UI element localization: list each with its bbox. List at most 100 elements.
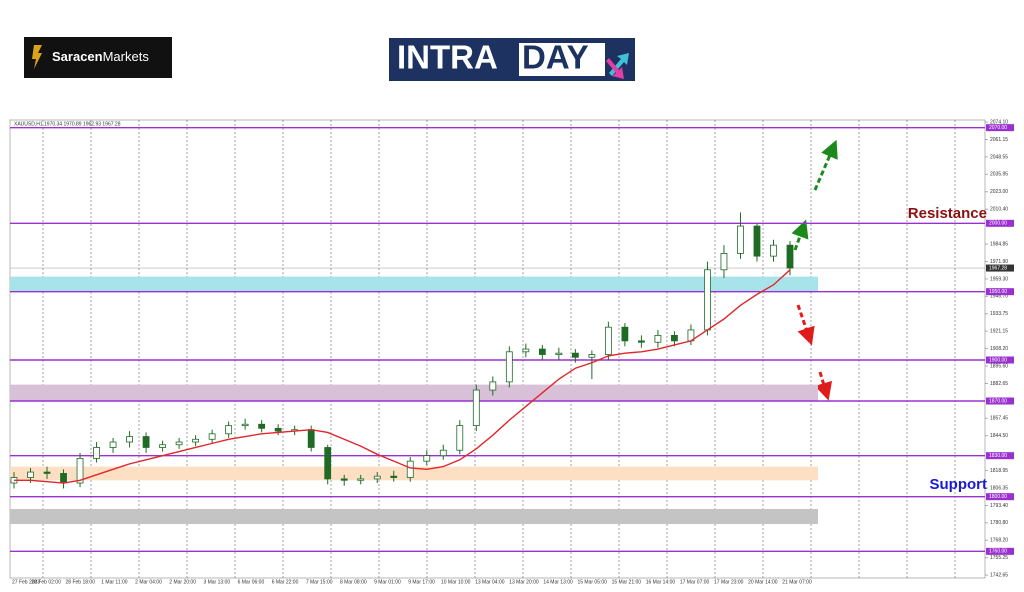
candle-body	[423, 455, 431, 462]
candle-body	[208, 433, 216, 440]
arrow-up	[813, 139, 838, 191]
candle-body	[786, 244, 794, 269]
x-tick-label: 7 Mar 15:00	[306, 579, 333, 585]
zone	[10, 508, 818, 525]
zone	[10, 466, 818, 481]
x-tick-label: 28 Feb 02:00	[31, 579, 61, 585]
y-tick-label: 2035.95	[990, 172, 1008, 178]
current-price-tag	[986, 264, 1014, 272]
brand-bold: Saracen	[52, 49, 103, 64]
y-tick-label: 1984.85	[990, 241, 1008, 247]
level-tag	[986, 219, 1014, 227]
candle-body	[571, 352, 579, 358]
candle-body	[654, 335, 662, 343]
brand-regular: Markets	[103, 49, 150, 64]
y-tick-label: 1933.75	[990, 311, 1008, 317]
moving-average	[14, 269, 791, 484]
y-tick-label: 2048.55	[990, 154, 1008, 160]
level-label: 2000.00	[989, 221, 1007, 227]
svg-text:SaracenMarkets: SaracenMarkets	[52, 49, 149, 64]
x-tick-label: 3 Mar 13:00	[203, 579, 230, 585]
y-tick-label: 2023.00	[990, 189, 1008, 195]
intraday-badge: INTRA DAY	[389, 38, 635, 81]
scenario-arrows	[791, 139, 838, 401]
level-label: 1950.00	[989, 289, 1007, 295]
candle-body	[737, 225, 744, 254]
day-separators	[42, 120, 956, 578]
x-tick-label: 10 Mar 10:00	[441, 579, 471, 585]
x-tick-label: 1 Mar 11:00	[101, 579, 128, 585]
candle-body	[373, 475, 381, 480]
x-tick-label: 8 Mar 08:00	[340, 579, 367, 585]
candle-body	[93, 447, 100, 459]
candle-body	[604, 326, 612, 355]
candle-body	[43, 471, 51, 474]
x-tick-label: 13 Mar 04:00	[475, 579, 505, 585]
level-label: 2070.00	[989, 125, 1007, 131]
y-tick-label: 1742.65	[990, 572, 1008, 578]
x-tick-label: 13 Mar 20:00	[509, 579, 539, 585]
y-tick-label: 2074.10	[990, 119, 1008, 125]
x-tick-label: 6 Mar 22:00	[272, 579, 299, 585]
candle-body	[671, 335, 678, 342]
level-tag	[986, 493, 1014, 501]
x-tick-label: 17 Mar 07:00	[680, 579, 710, 585]
candle-body	[390, 475, 398, 478]
y-tick-label: 1806.35	[990, 485, 1008, 491]
candle-body	[109, 441, 117, 448]
x-tick-label: 9 Mar 01:00	[374, 579, 401, 585]
zone	[10, 276, 818, 292]
x-tick-label: 20 Mar 14:00	[748, 579, 778, 585]
y-tick-label: 1755.25	[990, 555, 1008, 561]
candle-body	[307, 429, 315, 448]
y-tick-label: 1971.90	[990, 259, 1008, 265]
candle-body	[638, 340, 645, 343]
level-label: 1800.00	[989, 494, 1007, 500]
candle-body	[588, 354, 596, 358]
level-tag	[986, 288, 1014, 296]
candle-body	[241, 423, 249, 427]
support-label: Support	[930, 476, 988, 493]
level-label: 1870.00	[989, 398, 1007, 404]
y-tick-label: 1895.60	[990, 363, 1008, 369]
candle-body	[538, 348, 546, 355]
zone	[10, 384, 818, 402]
arrow-down	[796, 304, 815, 346]
level-label: 1760.00	[989, 549, 1007, 555]
y-tick-label: 1882.65	[990, 381, 1008, 387]
candle-body	[720, 252, 728, 271]
candle-body	[489, 381, 497, 391]
brand-logo: SaracenMarkets	[24, 37, 172, 78]
candle-body	[472, 389, 480, 427]
candle-body	[142, 436, 150, 448]
level-tag	[986, 452, 1014, 460]
level-tag	[986, 356, 1014, 364]
x-tick-label: 17 Mar 23:00	[714, 579, 744, 585]
candle-body	[406, 460, 414, 478]
level-label: 1900.00	[989, 357, 1007, 363]
arrow-down	[814, 371, 833, 401]
x-tick-label: 16 Mar 14:00	[646, 579, 676, 585]
symbol-header: XAUUSD,H1 1970.34 1970.89 1962.93 1967.2…	[14, 121, 121, 127]
candle-body	[555, 352, 563, 355]
candle-body	[357, 478, 365, 481]
level-tag	[986, 397, 1014, 405]
candle-body	[340, 478, 348, 481]
level-tag	[986, 547, 1014, 555]
candle-body	[60, 473, 67, 484]
y-tick-label: 2010.40	[990, 206, 1008, 212]
candle-body	[192, 438, 200, 443]
x-tick-label: 2 Mar 04:00	[135, 579, 162, 585]
x-tick-label: 21 Mar 07:00	[782, 579, 812, 585]
candle-body	[225, 425, 233, 435]
y-tick-label: 1908.20	[990, 346, 1008, 352]
badge-right: DAY	[522, 39, 589, 76]
x-tick-label: 28 Feb 18:00	[66, 579, 96, 585]
y-tick-label: 1844.50	[990, 433, 1008, 439]
candle-body	[159, 444, 166, 448]
badge-left: INTRA	[397, 39, 498, 76]
y-tick-label: 1857.45	[990, 415, 1008, 421]
y-tick-label: 1768.20	[990, 537, 1008, 543]
